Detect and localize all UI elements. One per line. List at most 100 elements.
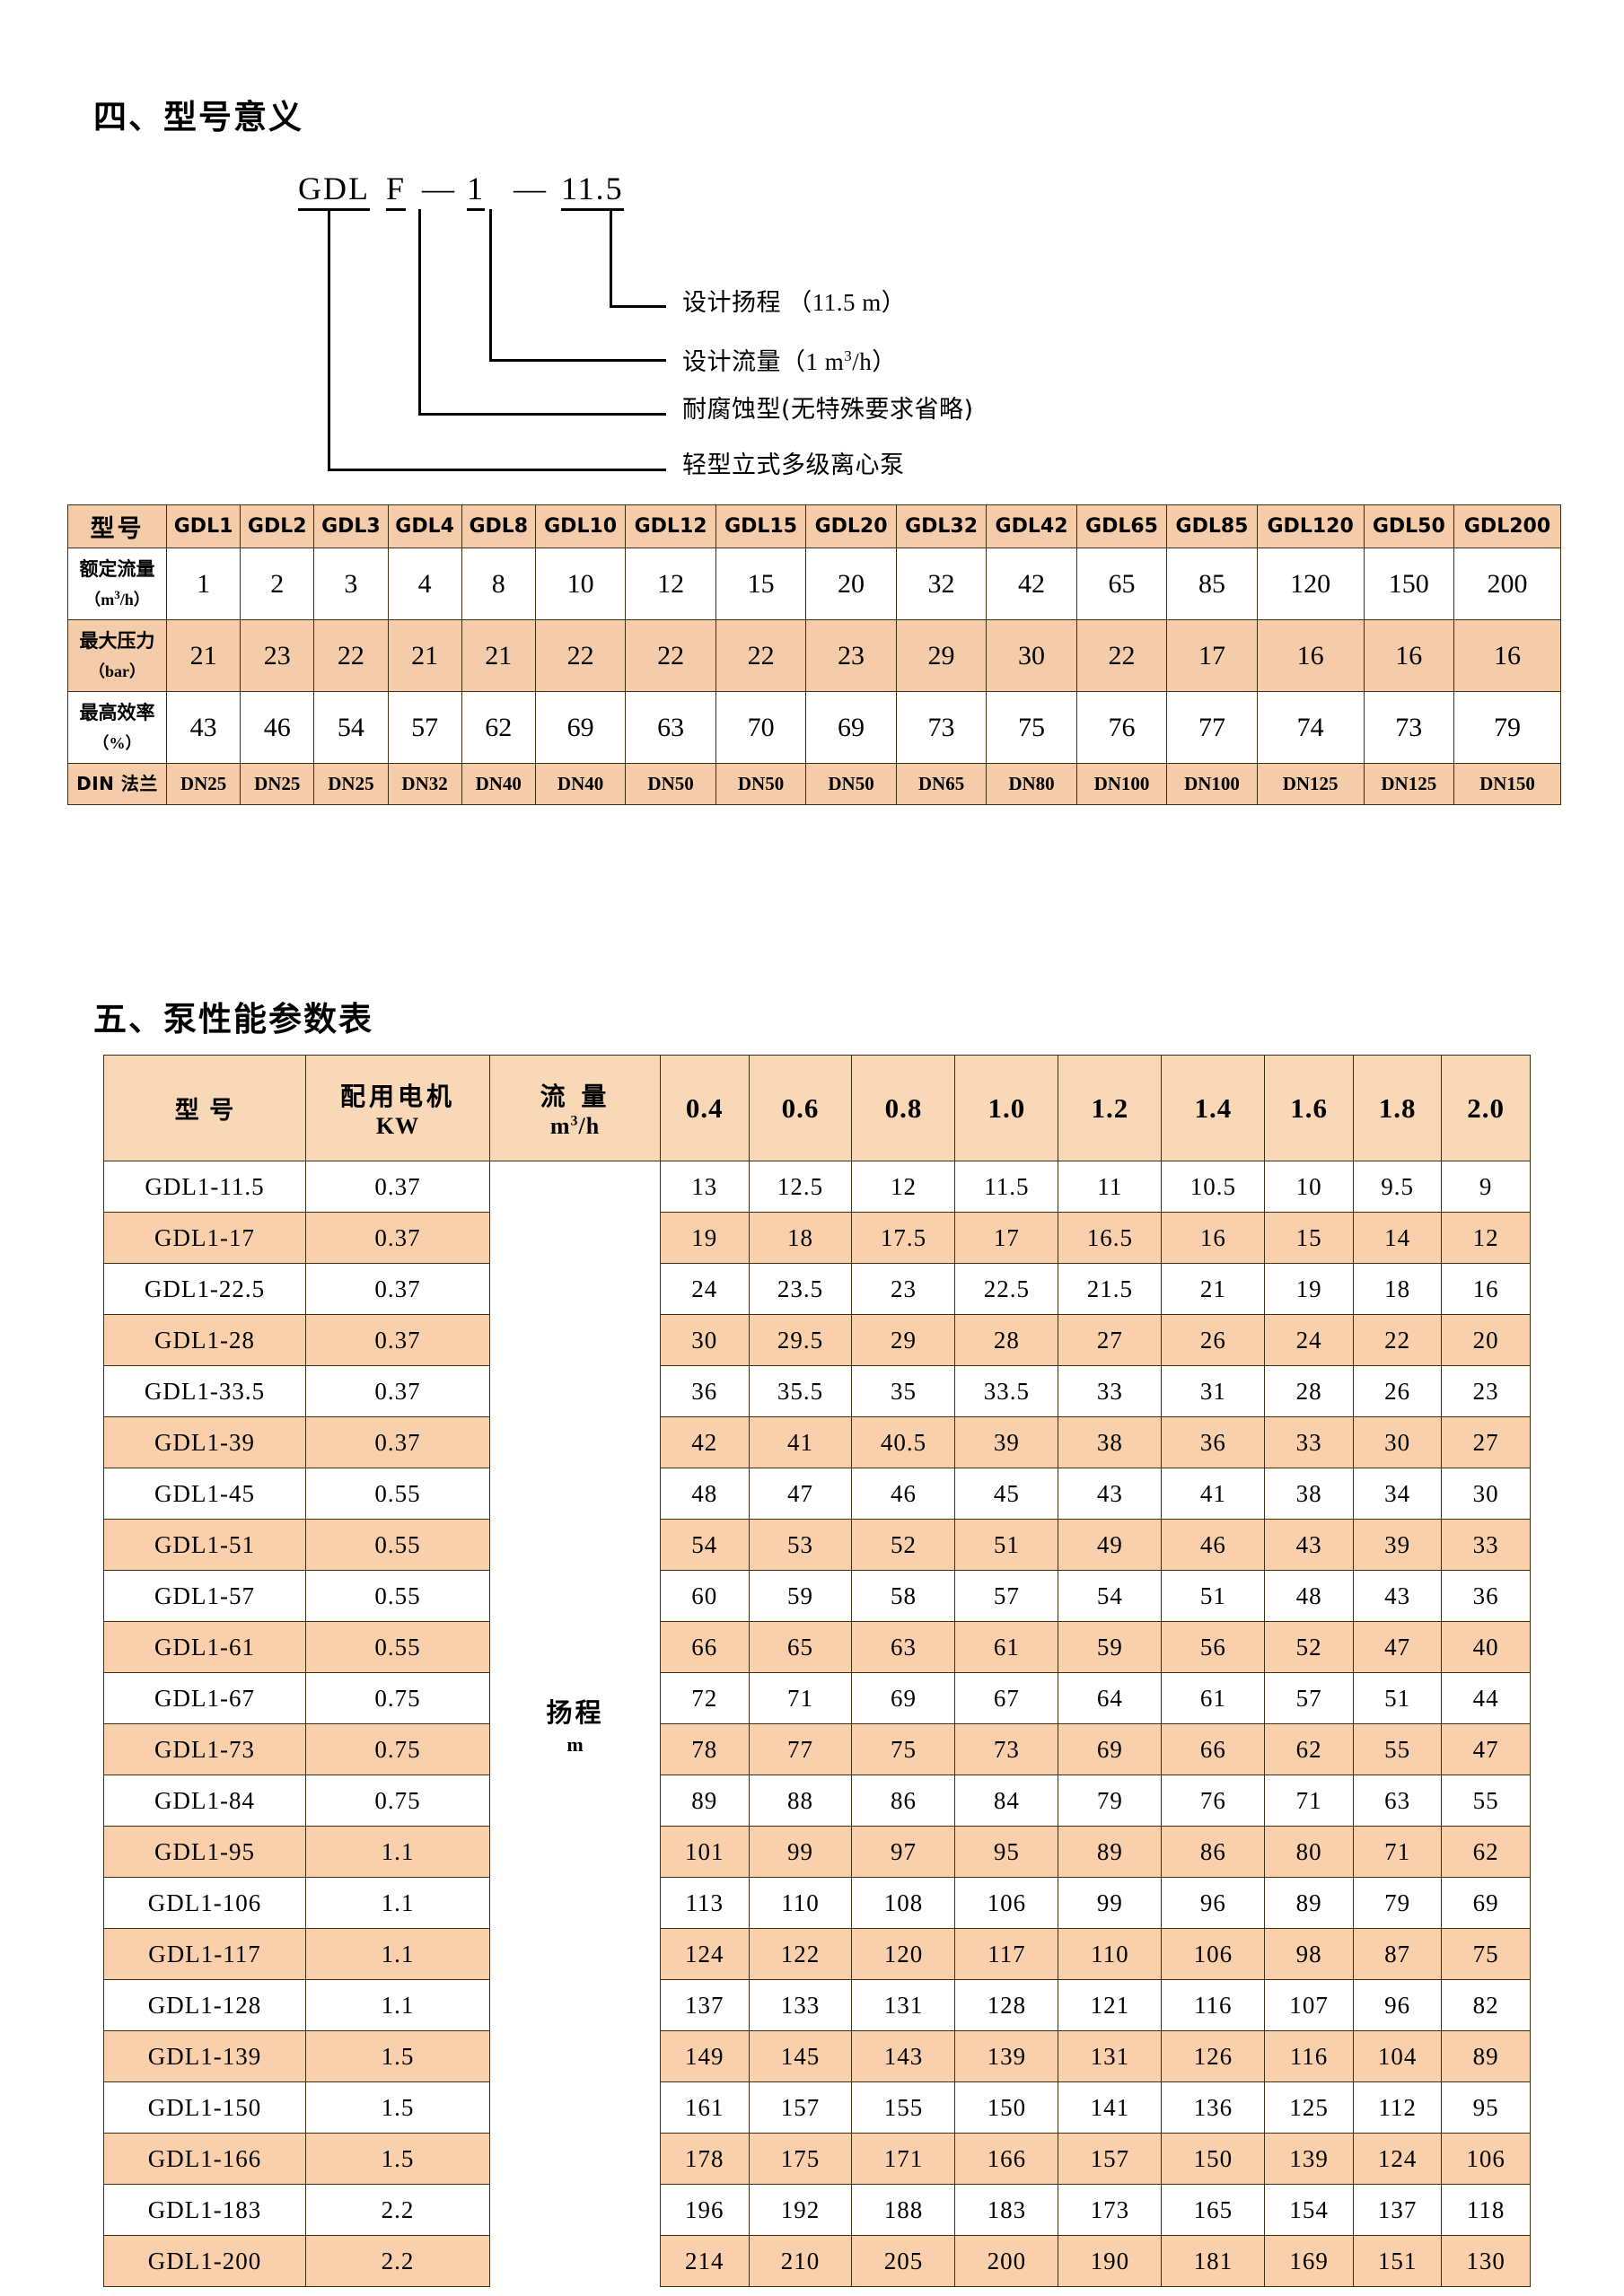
spec-header-gdl20: GDL20 — [805, 504, 897, 548]
perf-cell-kw: 1.5 — [305, 2030, 490, 2082]
perf-cell-value: 84 — [954, 1775, 1059, 1827]
perf-cell-kw: 0.75 — [305, 1723, 490, 1775]
perf-header-flow-1-2: 1.2 — [1058, 1055, 1163, 1161]
perf-cell-kw: 1.5 — [305, 2081, 490, 2134]
perf-cell-value: 53 — [748, 1519, 853, 1571]
perf-cell-model: GDL1-73 — [103, 1723, 306, 1775]
perf-cell-value: 59 — [1058, 1621, 1163, 1673]
perf-cell-value: 66 — [1161, 1723, 1266, 1775]
perf-cell-value: 46 — [1161, 1519, 1266, 1571]
spec-cell: 65 — [1075, 548, 1168, 620]
spec-cell: 69 — [805, 691, 897, 764]
spec-cell: 15 — [715, 548, 807, 620]
perf-cell-value: 17 — [954, 1212, 1059, 1264]
perf-cell-value: 24 — [660, 1263, 750, 1315]
perf-table-row: GDL1-166 1.5 178 175 171 166 157 150 139 124 106 — [103, 2133, 1531, 2185]
perf-cell-value: 89 — [1441, 2030, 1531, 2082]
perf-cell-value: 39 — [954, 1416, 1059, 1468]
spec-cell: 42 — [986, 548, 1077, 620]
spec-header-gdl4: GDL4 — [387, 504, 462, 548]
perf-cell-value: 106 — [1161, 1928, 1266, 1980]
perf-cell-value: 10 — [1264, 1161, 1354, 1213]
spec-cell: 29 — [895, 619, 988, 692]
perf-cell-value: 42 — [660, 1416, 750, 1468]
perf-cell-kw: 0.37 — [305, 1314, 490, 1366]
perf-cell-value: 22 — [1352, 1314, 1443, 1366]
perf-cell-value: 154 — [1264, 2184, 1354, 2236]
perf-cell-model: GDL1-84 — [103, 1775, 306, 1827]
perf-cell-value: 29 — [851, 1314, 956, 1366]
perf-cell-value: 116 — [1264, 2030, 1354, 2082]
annotation-dash-head — [628, 305, 666, 308]
perf-cell-value: 69 — [1441, 1877, 1531, 1929]
perf-header-flow-1-6: 1.6 — [1264, 1055, 1354, 1161]
perf-cell-value: 110 — [748, 1877, 853, 1929]
perf-cell-value: 10.5 — [1161, 1161, 1266, 1213]
spec-header-gdl1: GDL1 — [165, 504, 241, 548]
spec-header-model: 型号 — [67, 504, 167, 548]
perf-cell-value: 126 — [1161, 2030, 1266, 2082]
perf-cell-value: 150 — [954, 2081, 1059, 2134]
spec-cell: 30 — [986, 619, 1077, 692]
perf-cell-kw: 0.37 — [305, 1161, 490, 1213]
perf-cell-value: 45 — [954, 1468, 1059, 1520]
spec-cell-din: DN100 — [1166, 763, 1258, 805]
perf-cell-model: GDL1-57 — [103, 1570, 306, 1622]
perf-cell-value: 77 — [748, 1723, 853, 1775]
spec-row-label-din: DIN 法兰 — [67, 763, 167, 805]
annotation-design-head: 设计扬程 （11.5 m） — [682, 289, 907, 317]
perf-cell-value: 48 — [1264, 1570, 1354, 1622]
spec-row-label: 最高效率 （%） — [67, 691, 167, 764]
spec-cell: 3 — [313, 548, 389, 620]
perf-cell-value: 110 — [1058, 1928, 1163, 1980]
spec-header-gdl200: GDL200 — [1453, 504, 1561, 548]
perf-cell-value: 57 — [954, 1570, 1059, 1622]
perf-cell-value: 59 — [748, 1570, 853, 1622]
spec-header-gdl8: GDL8 — [461, 504, 536, 548]
perf-cell-value: 71 — [1264, 1775, 1354, 1827]
perf-cell-value: 96 — [1161, 1877, 1266, 1929]
perf-cell-value: 99 — [748, 1826, 853, 1878]
perf-cell-kw: 0.55 — [305, 1468, 490, 1520]
perf-cell-value: 26 — [1161, 1314, 1266, 1366]
perf-cell-value: 75 — [1441, 1928, 1531, 1980]
perf-cell-value: 88 — [748, 1775, 853, 1827]
perf-cell-value: 200 — [954, 2235, 1059, 2287]
perf-cell-value: 149 — [660, 2030, 750, 2082]
spec-cell: 32 — [895, 548, 988, 620]
perf-cell-value: 21.5 — [1058, 1263, 1163, 1315]
perf-cell-value: 36 — [1441, 1570, 1531, 1622]
section-heading-performance: 五、泵性能参数表 — [93, 1000, 373, 1038]
perf-cell-value: 23 — [1441, 1365, 1531, 1417]
spec-cell: 54 — [313, 691, 389, 764]
code-token-head: 11.5 — [561, 171, 624, 211]
spec-cell: 2 — [240, 548, 315, 620]
spec-cell-din: DN65 — [895, 763, 988, 805]
annotation-corrosion-type: 耐腐蚀型(无特殊要求省略) — [682, 396, 974, 424]
perf-cell-value: 112 — [1352, 2081, 1443, 2134]
leader-v-pumptype — [328, 209, 330, 471]
perf-cell-kw: 0.55 — [305, 1519, 490, 1571]
perf-cell-model: GDL1-28 — [103, 1314, 306, 1366]
perf-cell-value: 99 — [1058, 1877, 1163, 1929]
perf-cell-value: 62 — [1441, 1826, 1531, 1878]
spec-cell: 73 — [895, 691, 988, 764]
perf-cell-value: 43 — [1058, 1468, 1163, 1520]
perf-cell-value: 69 — [851, 1672, 956, 1724]
perf-cell-value: 133 — [748, 1979, 853, 2031]
perf-cell-value: 66 — [660, 1621, 750, 1673]
perf-cell-lift-label: 扬程 m — [489, 1161, 661, 2287]
perf-cell-value: 128 — [954, 1979, 1059, 2031]
perf-cell-value: 71 — [748, 1672, 853, 1724]
perf-cell-value: 19 — [1264, 1263, 1354, 1315]
perf-cell-value: 23.5 — [748, 1263, 853, 1315]
perf-cell-value: 19 — [660, 1212, 750, 1264]
perf-cell-model: GDL1-17 — [103, 1212, 306, 1264]
spec-cell: 74 — [1256, 691, 1365, 764]
perf-cell-value: 117 — [954, 1928, 1059, 1980]
perf-cell-value: 210 — [748, 2235, 853, 2287]
perf-cell-value: 104 — [1352, 2030, 1443, 2082]
spec-cell: 22 — [715, 619, 807, 692]
annotation-dash-pumptype — [628, 469, 666, 471]
spec-header-gdl32: GDL32 — [895, 504, 988, 548]
